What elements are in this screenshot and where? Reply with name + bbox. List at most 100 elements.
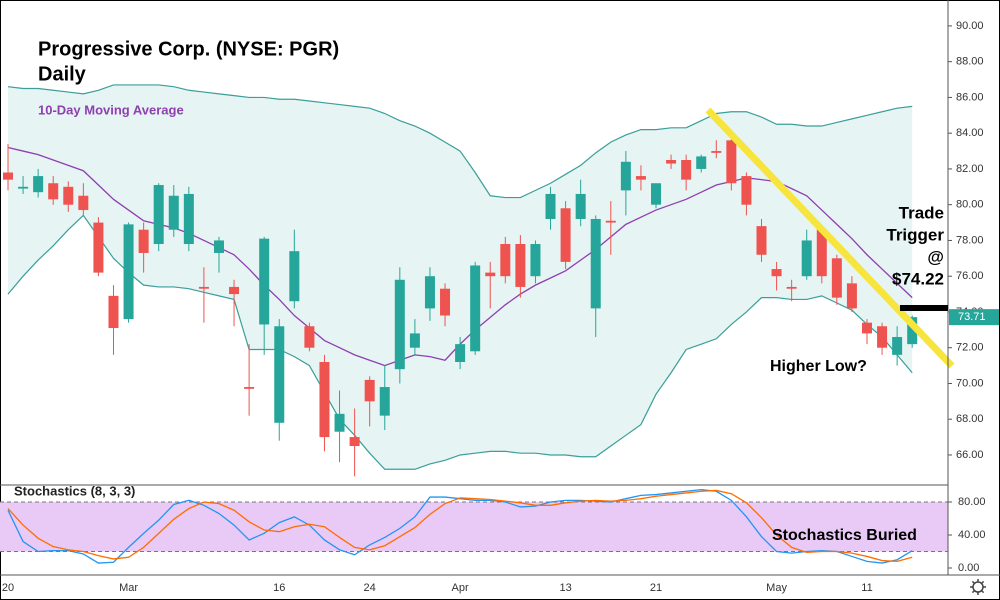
candle-body bbox=[78, 195, 89, 211]
candle-body bbox=[455, 344, 466, 363]
settings-icon[interactable] bbox=[970, 579, 986, 595]
y-tick-label: 72.00 bbox=[956, 342, 984, 354]
x-tick-label: Apr bbox=[452, 582, 469, 594]
x-tick-label: 16 bbox=[273, 582, 285, 594]
candle-body bbox=[18, 186, 29, 189]
y-tick-label: 70.00 bbox=[956, 377, 984, 389]
candle-body bbox=[861, 322, 872, 334]
candle-body bbox=[907, 317, 918, 345]
x-tick-label: 13 bbox=[559, 582, 571, 594]
candle-body bbox=[500, 244, 511, 277]
y-tick-label: 88.00 bbox=[956, 56, 984, 68]
y-tick-label: 66.00 bbox=[956, 449, 984, 461]
candle-body bbox=[877, 326, 888, 348]
band-line bbox=[7, 214, 913, 470]
y-tick-label: 68.00 bbox=[956, 413, 984, 425]
candle-body bbox=[786, 286, 797, 289]
annotation: Higher Low? bbox=[770, 358, 867, 375]
stoch-band bbox=[0, 501, 948, 552]
candle-body bbox=[470, 265, 481, 352]
trigger-label: Trigger bbox=[886, 225, 944, 244]
candle-body bbox=[198, 286, 209, 289]
x-tick-label: 21 bbox=[650, 582, 662, 594]
candle-body bbox=[590, 218, 601, 309]
candle-body bbox=[651, 183, 662, 205]
candle-body bbox=[153, 185, 164, 245]
candle-body bbox=[756, 226, 767, 255]
candle-body bbox=[394, 279, 405, 370]
candle-body bbox=[349, 437, 360, 447]
last-price-tag bbox=[949, 309, 999, 326]
y-tick-label: 40.00 bbox=[958, 529, 986, 541]
candle-body bbox=[48, 183, 59, 200]
y-tick-label: 84.00 bbox=[956, 127, 984, 139]
y-tick-label: 90.00 bbox=[956, 20, 984, 32]
candle-body bbox=[409, 333, 420, 348]
candle-body bbox=[635, 176, 646, 180]
candle-body bbox=[485, 272, 496, 277]
candle-body bbox=[3, 172, 13, 180]
candle-body bbox=[289, 251, 300, 302]
candle-body bbox=[575, 193, 586, 219]
candle-body bbox=[168, 195, 179, 230]
x-tick-label: 24 bbox=[364, 582, 376, 594]
ma-label: 10-Day Moving Average bbox=[38, 102, 184, 117]
stoch-title: Stochastics (8, 3, 3) bbox=[14, 483, 135, 498]
chart-subtitle: Daily bbox=[38, 63, 87, 85]
candle-body bbox=[831, 258, 842, 298]
stoch-line bbox=[7, 488, 913, 564]
annotation: Stochastics Buried bbox=[772, 527, 917, 544]
candle-body bbox=[801, 240, 812, 277]
band-line bbox=[7, 84, 913, 199]
candle-body bbox=[364, 379, 375, 402]
candle-body bbox=[726, 140, 737, 184]
x-tick-label: 20 bbox=[2, 582, 14, 594]
candle-body bbox=[334, 413, 345, 432]
y-tick-label: 80.00 bbox=[956, 199, 984, 211]
candle-body bbox=[123, 224, 134, 320]
candle-body bbox=[259, 238, 270, 325]
candle-body bbox=[696, 156, 707, 169]
x-tick-label: 11 bbox=[861, 582, 872, 594]
y-tick-label: 86.00 bbox=[956, 91, 984, 103]
candle-body bbox=[33, 176, 44, 193]
stoch-line bbox=[7, 489, 913, 563]
candle-body bbox=[108, 295, 119, 329]
candle-body bbox=[846, 283, 857, 309]
candle-body bbox=[213, 240, 224, 253]
candle-body bbox=[620, 161, 631, 191]
trigger-label: $74.22 bbox=[892, 269, 944, 288]
trigger-label: Trade bbox=[899, 203, 944, 222]
plot-layer: 66.0068.0070.0072.0074.0076.0078.0080.00… bbox=[0, 20, 999, 594]
candle-body bbox=[304, 326, 315, 348]
chart-title: Progressive Corp. (NYSE: PGR) bbox=[38, 38, 339, 60]
candle-body bbox=[63, 186, 74, 205]
candle-body bbox=[666, 159, 677, 164]
y-tick-label: 82.00 bbox=[956, 163, 984, 175]
y-tick-label: 78.00 bbox=[956, 234, 984, 246]
candle-body bbox=[771, 269, 782, 277]
candle-body bbox=[560, 208, 571, 262]
candle-body bbox=[440, 288, 451, 316]
candle-body bbox=[138, 229, 149, 253]
candle-body bbox=[424, 276, 435, 309]
candle-body bbox=[605, 220, 616, 223]
candle-body bbox=[93, 222, 104, 273]
candle-body bbox=[892, 336, 903, 355]
y-tick-label: 0.00 bbox=[958, 562, 979, 574]
candle-body bbox=[183, 193, 194, 245]
candle-body bbox=[530, 244, 541, 277]
trend-line bbox=[705, 107, 955, 369]
y-tick-label: 80.00 bbox=[958, 496, 986, 508]
candle-body bbox=[229, 286, 240, 295]
x-tick-label: May bbox=[766, 582, 787, 594]
candle-body bbox=[711, 151, 722, 153]
candle-body bbox=[379, 387, 390, 416]
x-tick-label: Mar bbox=[119, 582, 138, 594]
candle-body bbox=[244, 387, 255, 389]
candle-body bbox=[319, 362, 330, 438]
trigger-label: @ bbox=[927, 247, 944, 266]
candle-body bbox=[741, 176, 752, 205]
candle-body bbox=[816, 229, 827, 277]
